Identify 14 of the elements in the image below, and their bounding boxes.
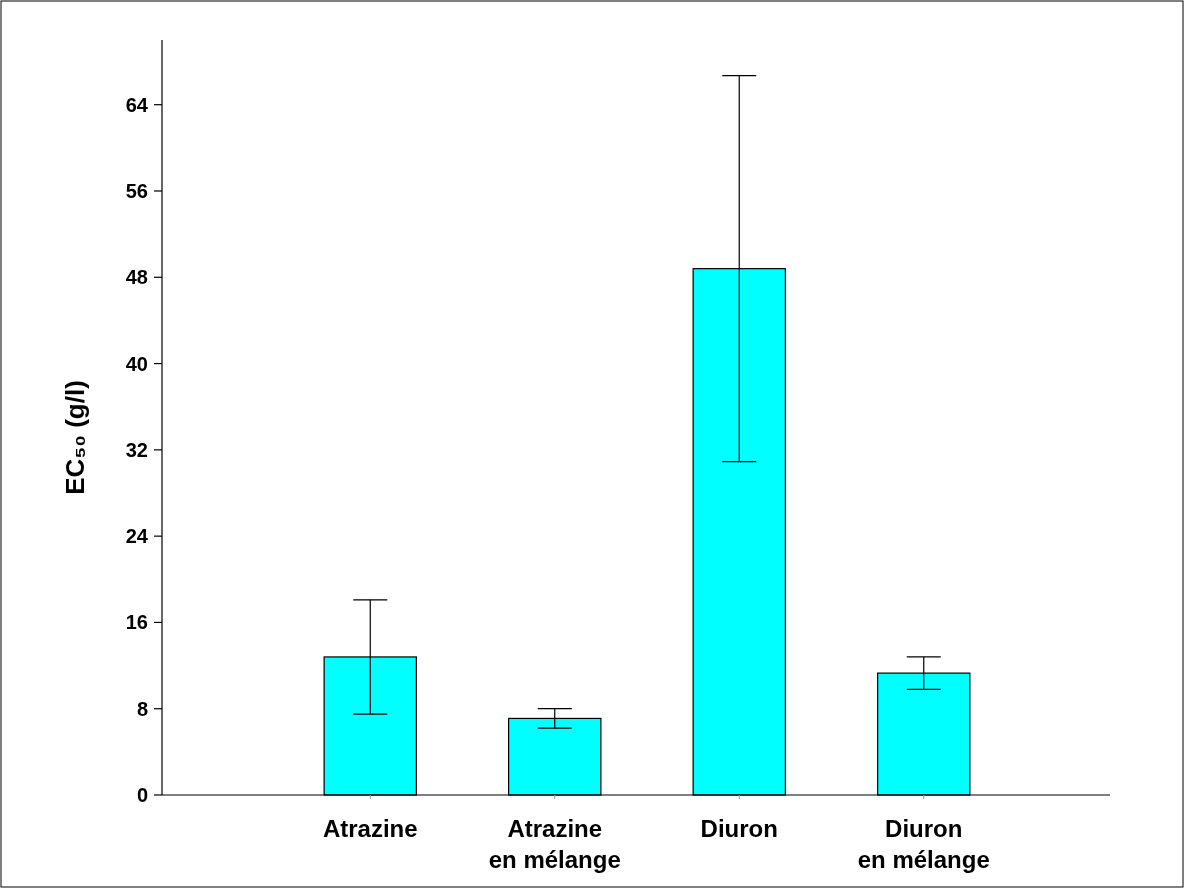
y-tick-label: 16 [125,611,148,634]
x-tick-label: Atrazine en mélange [488,815,621,874]
y-tick-label: 48 [125,266,148,289]
y-tick-label: 8 [136,697,148,720]
y-tick-label: 0 [136,784,148,806]
y-tick-label: 24 [125,525,149,548]
y-tick-label: 40 [125,352,148,375]
x-tick-label: Diuron [700,815,778,842]
y-tick-label: 56 [125,180,148,202]
x-tick-label: Atrazine [322,815,418,842]
y-tick-label: 32 [125,438,148,461]
y-tick-label: 64 [125,93,149,116]
y-axis-title: EC₅₀ (g/l) [60,380,90,495]
x-tick-label: Diuron en mélange [857,815,990,874]
